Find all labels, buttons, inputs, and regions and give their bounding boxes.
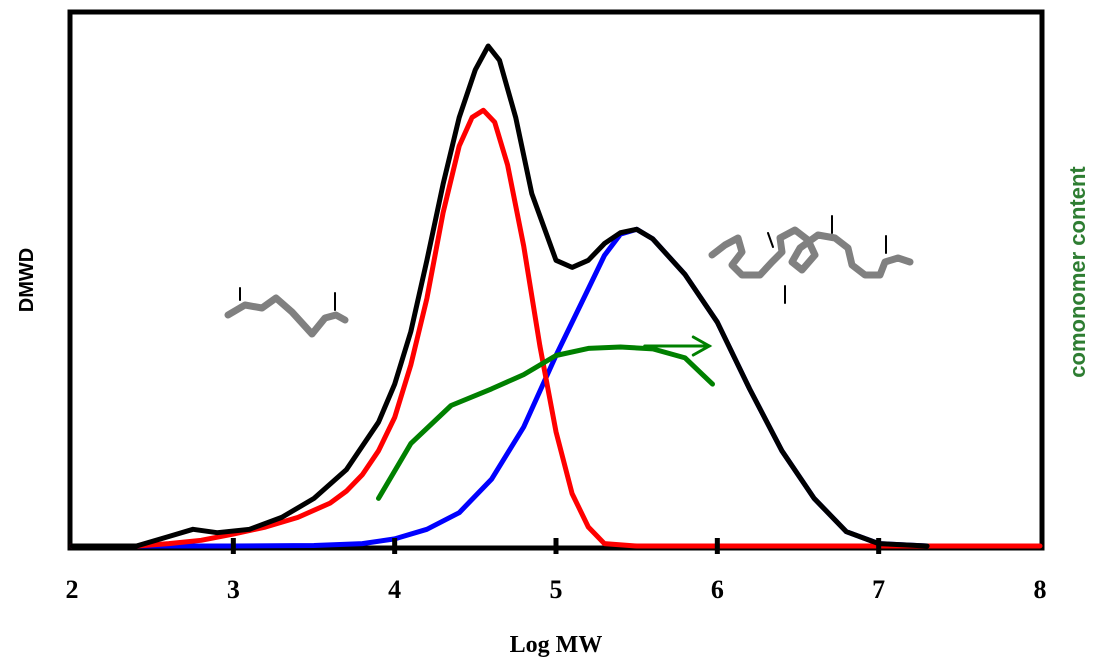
x-axis-label: Log MW	[510, 632, 603, 658]
x-tick-label: 5	[550, 575, 563, 604]
x-tick-label: 2	[66, 575, 79, 604]
y2-axis-label: comonomer content	[1065, 166, 1090, 378]
x-tick-label: 4	[388, 575, 401, 604]
x-tick-label: 7	[872, 575, 885, 604]
x-tick-label: 3	[227, 575, 240, 604]
x-tick-label: 8	[1034, 575, 1047, 604]
y-axis-label: DMWD	[16, 248, 38, 312]
x-tick-label: 6	[711, 575, 724, 604]
plot-frame	[70, 12, 1042, 548]
